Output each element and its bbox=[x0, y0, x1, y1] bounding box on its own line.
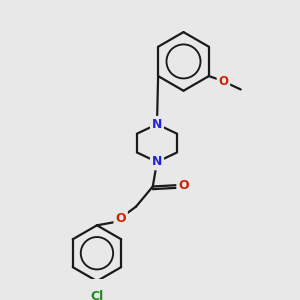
Text: O: O bbox=[218, 75, 228, 88]
Text: N: N bbox=[152, 155, 162, 168]
Text: Cl: Cl bbox=[90, 290, 104, 300]
Text: O: O bbox=[178, 178, 189, 192]
Text: N: N bbox=[152, 118, 162, 131]
Text: O: O bbox=[116, 212, 126, 225]
